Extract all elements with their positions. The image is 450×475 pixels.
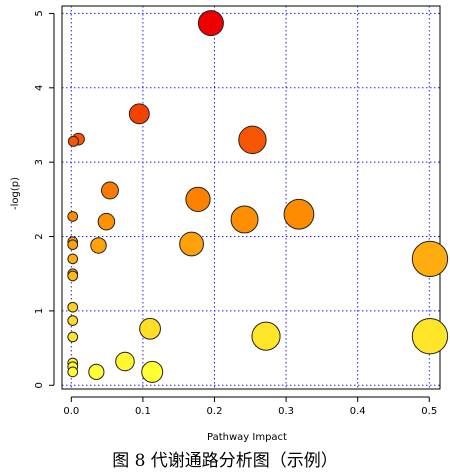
x-tick-label: 0.1 <box>135 406 151 417</box>
y-axis-title: -log(p) <box>10 177 21 210</box>
data-point <box>251 321 281 351</box>
y-tick-label: 0 <box>34 382 45 388</box>
y-tick-label: 3 <box>34 159 45 165</box>
data-point <box>67 331 79 343</box>
data-point <box>90 237 107 254</box>
data-point <box>230 205 259 234</box>
data-point <box>67 315 79 326</box>
x-tick-label: 0.3 <box>278 406 294 417</box>
y-tick-label: 5 <box>34 10 45 16</box>
x-tick-label: 0.2 <box>207 406 223 417</box>
data-points <box>67 10 449 383</box>
data-point <box>283 198 315 230</box>
data-point <box>197 10 224 37</box>
data-point <box>67 135 80 147</box>
data-point <box>88 363 105 381</box>
data-point <box>67 366 79 378</box>
data-point <box>67 211 79 222</box>
grid-lines <box>62 6 440 389</box>
data-point <box>179 231 204 257</box>
x-axis: 0.0 0.1 0.2 0.3 0.4 0.5 <box>63 396 437 417</box>
data-point <box>185 186 211 212</box>
data-point <box>67 270 79 282</box>
data-point <box>67 239 79 251</box>
data-point <box>141 360 164 383</box>
x-tick-label: 0.0 <box>63 406 79 417</box>
data-point <box>139 317 161 340</box>
data-point <box>411 240 449 278</box>
data-point <box>238 125 267 155</box>
y-tick-label: 1 <box>34 308 45 314</box>
y-axis: 0 1 2 3 4 5 <box>34 10 55 388</box>
data-point <box>97 212 116 231</box>
x-axis-title: Pathway Impact <box>207 432 287 443</box>
y-tick-label: 2 <box>34 233 45 239</box>
data-point <box>128 103 150 125</box>
data-point <box>115 351 135 372</box>
plot-frame <box>61 5 441 390</box>
y-tick-label: 4 <box>34 85 45 91</box>
data-point <box>67 253 79 265</box>
data-point <box>100 181 119 200</box>
data-point <box>411 318 449 355</box>
x-tick-label: 0.4 <box>350 406 366 417</box>
figure-caption: 图 8 代谢通路分析图（示例） <box>112 451 338 471</box>
x-tick-label: 0.5 <box>421 406 437 417</box>
data-point <box>67 301 79 313</box>
